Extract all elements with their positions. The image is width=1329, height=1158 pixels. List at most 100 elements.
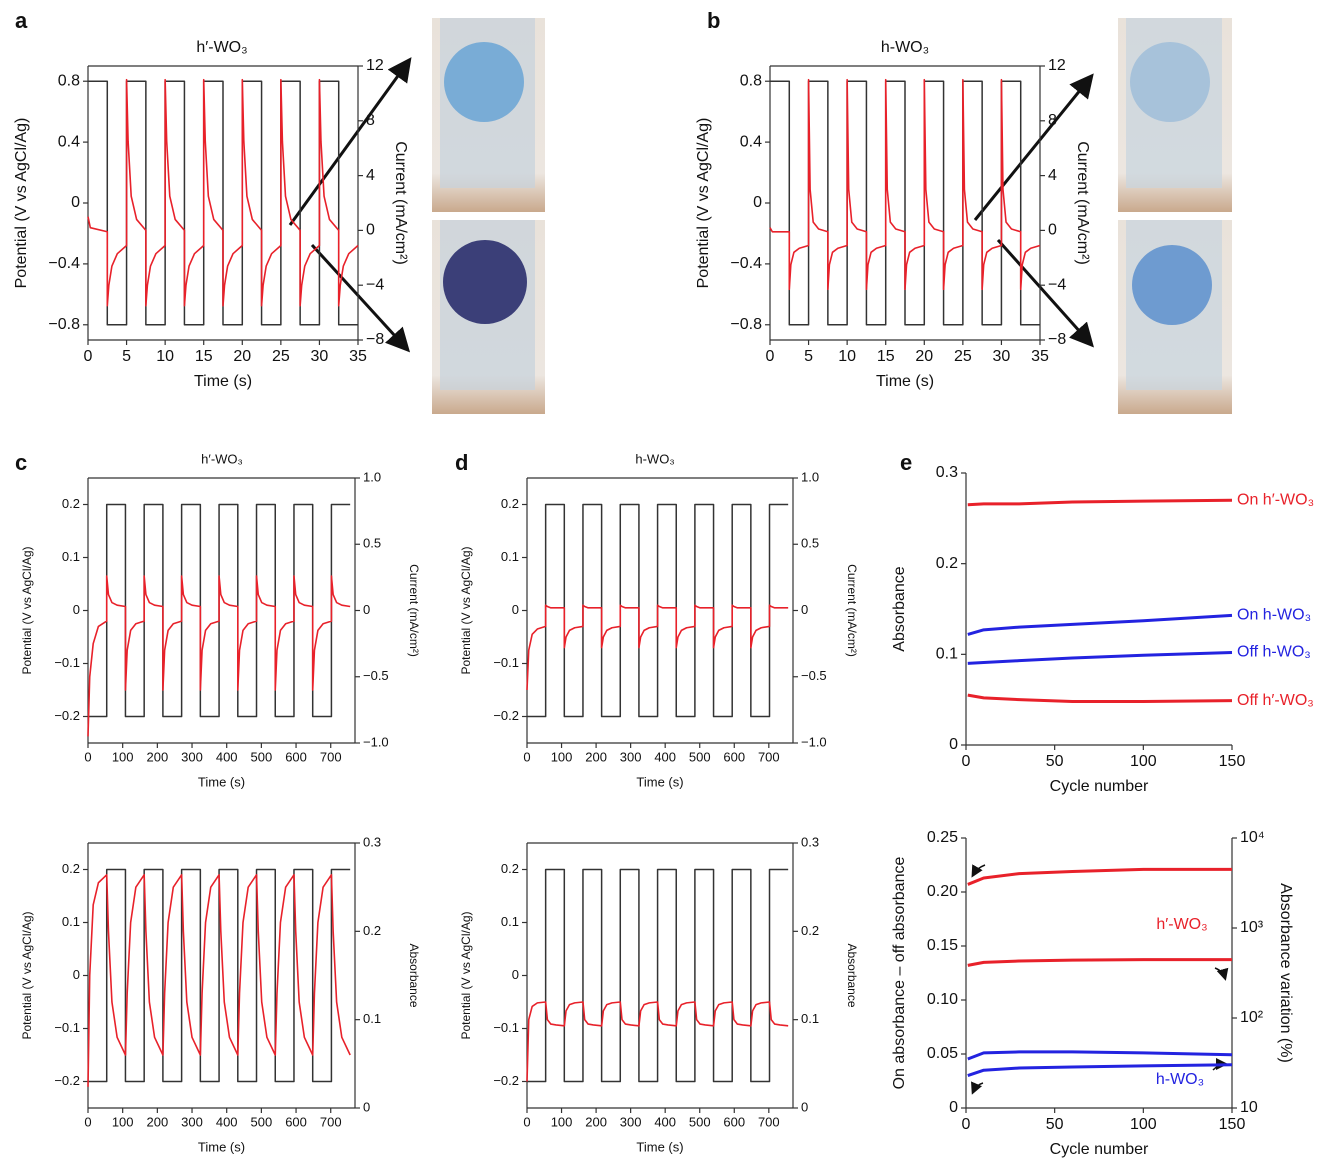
x-tick-label: 30 [311,348,329,365]
y2-tick-label: 0 [366,222,375,239]
y-tick-label: 0.25 [927,829,958,846]
data-line [87,78,359,307]
y-tick-label: −0.1 [54,1020,80,1035]
x-tick-label: 30 [993,348,1011,365]
y2-tick-label: 10⁴ [1240,829,1265,846]
x-axis-label: Time (s) [198,774,245,789]
chart-title: h′-WO₃ [201,451,243,466]
x-tick-label: 25 [954,348,972,365]
y2-axis-label: Current (mA/cm²) [845,564,859,657]
y-tick-label: −0.1 [493,655,519,670]
data-line [88,80,358,326]
y-tick-label: −0.2 [493,1073,519,1088]
y-tick-label: 0 [73,967,80,982]
data-line [527,868,789,1083]
chart-title: h-WO₃ [881,39,929,56]
y-tick-label: 0.2 [501,861,519,876]
y2-tick-label: 0.2 [363,923,381,938]
x-tick-label: 150 [1219,753,1246,770]
y2-tick-label: 0.5 [801,536,819,551]
data-line [526,604,789,691]
y2-tick-label: 0 [363,1099,370,1114]
y2-tick-label: 8 [366,112,375,129]
x-tick-label: 150 [1219,1116,1246,1133]
x-tick-label: 700 [320,749,342,764]
series-label: Off h-WO₃ [1237,644,1311,661]
arrows [288,57,1229,1095]
data-line [770,80,1040,326]
y2-tick-label: 0.2 [801,923,819,938]
y-tick-label: 0.3 [936,464,958,481]
x-tick-label: 600 [285,1114,307,1129]
y-tick-label: 0.20 [927,883,958,900]
x-tick-label: 100 [551,1114,573,1129]
data-line [967,1063,1233,1078]
y-tick-label: 0.1 [501,549,519,564]
y-tick-label: 0.2 [62,496,80,511]
x-axis-label: Time (s) [636,774,683,789]
x-tick-label: 200 [585,1114,607,1129]
data-line [967,651,1233,665]
x-tick-label: 200 [146,1114,168,1129]
y2-tick-label: 0.5 [363,536,381,551]
y-axis-label: Absorbance [891,566,908,651]
x-axis-label: Cycle number [1050,1141,1149,1158]
y2-tick-label: 0 [801,1099,808,1114]
x-tick-label: 300 [620,749,642,764]
x-tick-label: 500 [251,749,273,764]
chart-title: h-WO₃ [635,451,674,466]
y2-axis-label: Current (mA/cm²) [407,564,421,657]
x-axis-label: Cycle number [1050,778,1149,795]
data-line [967,693,1233,703]
arrow [973,73,1094,221]
x-tick-label: 700 [758,1114,780,1129]
y-tick-label: −0.8 [730,316,762,333]
y-tick-label: 0.2 [501,496,519,511]
x-tick-label: 50 [1046,1116,1064,1133]
series-label: h-WO₃ [1156,1071,1204,1088]
y2-tick-label: 10³ [1240,919,1264,936]
y-tick-label: −0.2 [54,1073,80,1088]
x-tick-label: 0 [84,348,93,365]
y-tick-label: 0.10 [927,991,958,1008]
y2-tick-label: 0.3 [801,834,819,849]
x-tick-label: 700 [758,749,780,764]
y-tick-label: 0 [949,736,958,753]
y2-tick-label: 0.3 [363,834,381,849]
y-tick-label: 0.15 [927,937,958,954]
y-tick-label: 0.1 [62,549,80,564]
data-line [967,867,1232,886]
x-tick-label: 200 [146,749,168,764]
y-axis-label: On absorbance – off absorbance [891,857,908,1090]
x-tick-label: 100 [1130,1116,1157,1133]
panel-letter: e [900,450,912,475]
photo-film [444,42,524,122]
series-label: Off h′-WO₃ [1237,692,1314,709]
y2-tick-label: 0 [1048,222,1057,239]
data-line [87,874,351,1087]
x-tick-label: 700 [320,1114,342,1129]
y-axis-label: Potential (V vs AgCl/Ag) [20,546,34,674]
arrow [971,1081,984,1095]
y2-axis-label: Current (mA/cm²) [392,141,409,265]
x-tick-label: 100 [1130,753,1157,770]
x-tick-label: 500 [689,1114,711,1129]
x-tick-label: 400 [216,1114,238,1129]
y2-tick-label: 10² [1240,1009,1264,1026]
x-tick-label: 15 [877,348,895,365]
y-tick-label: −0.2 [493,708,519,723]
x-tick-label: 25 [272,348,290,365]
y2-tick-label: 0.1 [363,1011,381,1026]
x-axis-label: Time (s) [636,1139,683,1154]
y2-tick-label: −1.0 [801,734,827,749]
series-label: h′-WO₃ [1156,916,1207,933]
x-tick-label: 600 [285,749,307,764]
x-tick-label: 400 [654,749,676,764]
data-line [967,498,1233,507]
panel-letter: b [707,8,720,33]
x-tick-label: 0 [523,1114,530,1129]
x-tick-label: 0 [523,749,530,764]
y2-tick-label: −8 [1048,331,1066,348]
x-tick-label: 400 [216,749,238,764]
